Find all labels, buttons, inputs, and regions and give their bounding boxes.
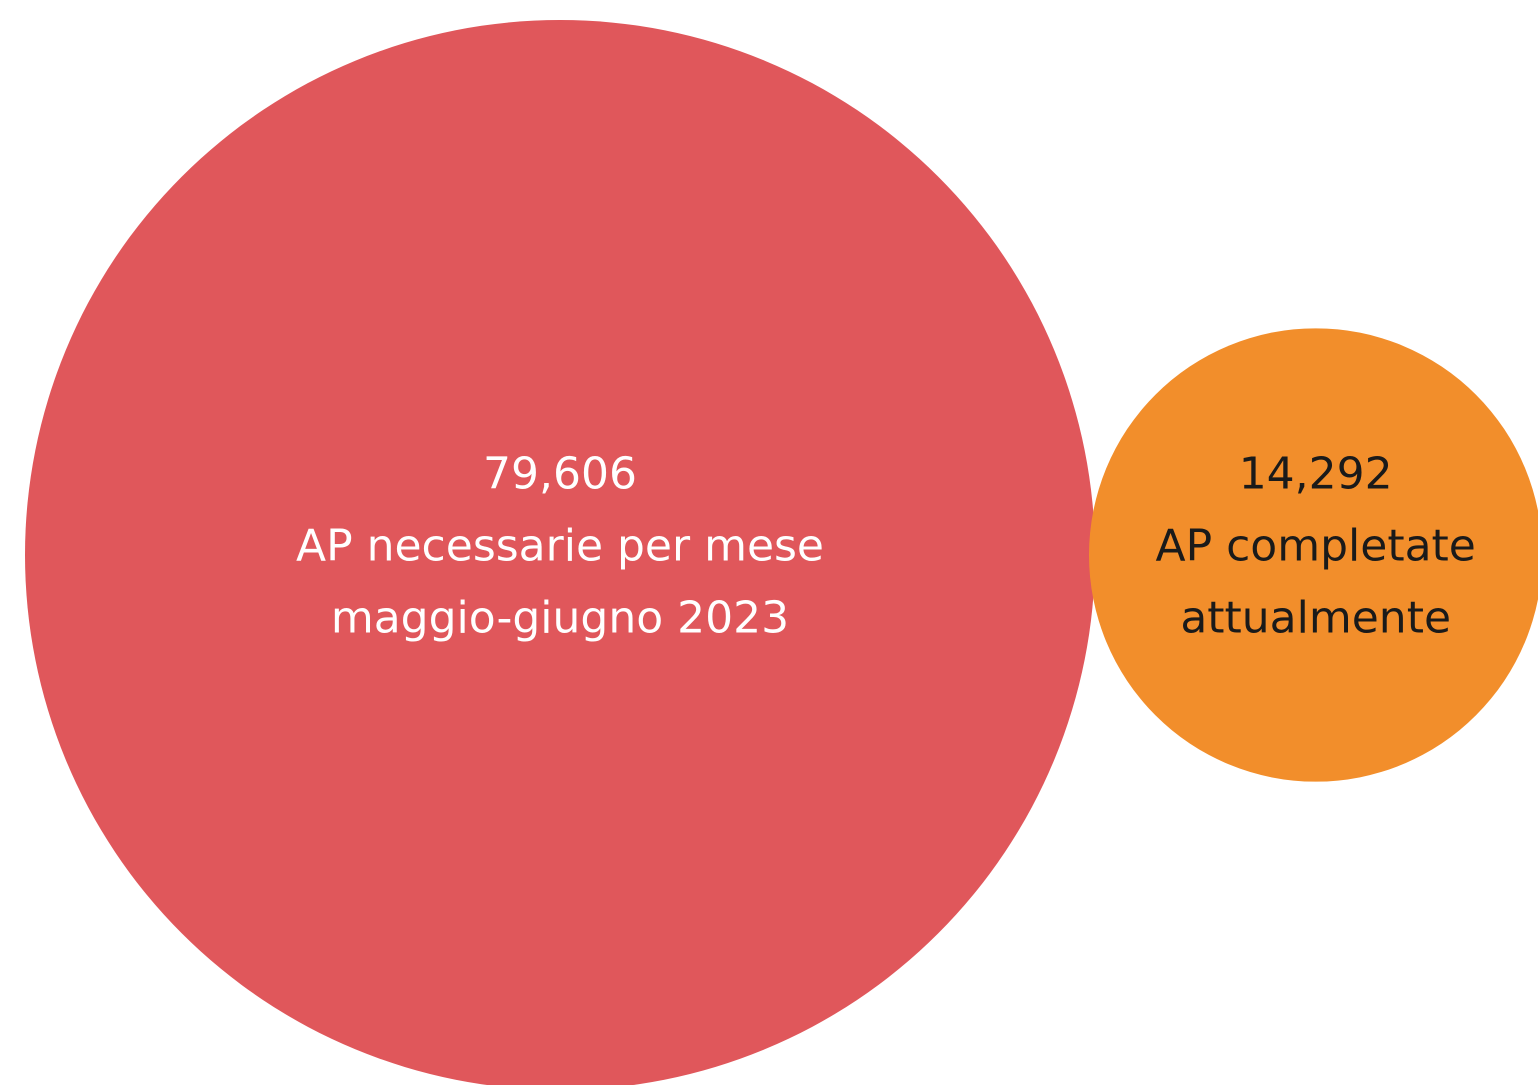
bubble-1[interactable] [1089,328,1538,782]
bubble-label-line-1-2: attualmente [1180,592,1451,643]
bubble-group-0: 79,606 AP necessarie per mese maggio-giugn… [25,20,1095,1089]
bubble-group-1: 14,292 AP completate attualmente [1089,328,1538,782]
bubble-label-line-0-1: AP necessarie per mese [296,520,824,571]
bubble-value-label-1: 14,292 [1239,448,1393,499]
bubble-label-line-0-2: maggio-giugno 2023 [331,592,789,643]
bubble-label-line-1-1: AP completate [1156,520,1476,571]
bubble-value-label-0: 79,606 [483,448,637,499]
bubble-0[interactable] [25,20,1095,1089]
